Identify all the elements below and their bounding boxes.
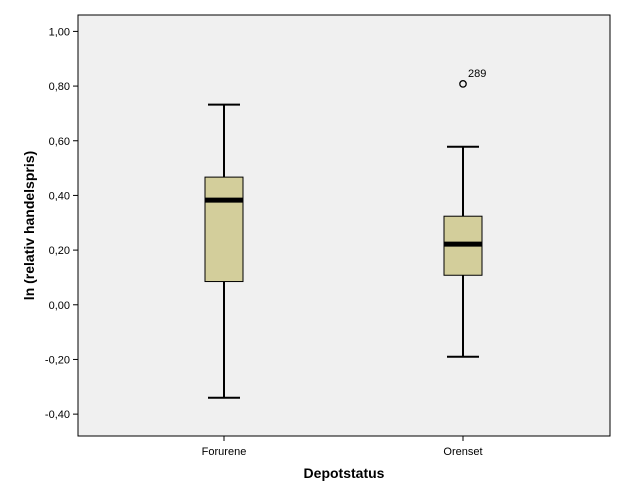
boxes-group: 289 xyxy=(204,68,486,399)
x-tick-label: Forurene xyxy=(202,446,247,458)
y-tick-label: 0,80 xyxy=(49,81,70,93)
y-tick-label: 1,00 xyxy=(49,26,70,38)
box-forurene xyxy=(204,103,244,399)
y-tick-label: 0,40 xyxy=(49,190,70,202)
outlier-label: 289 xyxy=(468,68,486,80)
x-tick-label: Orenset xyxy=(443,446,482,458)
y-tick-label: 0,00 xyxy=(49,300,70,312)
y-axis-title: ln (relativ handelspris) xyxy=(21,151,37,300)
y-tick-label: -0,40 xyxy=(45,409,70,421)
iqr-box xyxy=(204,176,244,283)
x-axis-ticks: Forurene Orenset xyxy=(202,436,483,458)
y-tick-label: 0,20 xyxy=(49,245,70,257)
box-orenset: 289 xyxy=(443,68,486,358)
plot-area xyxy=(77,14,611,437)
y-tick-label: -0,20 xyxy=(45,354,70,366)
y-axis-ticks: 1,00 0,80 0,60 0,40 0,20 0,00 -0,20 -0,40 xyxy=(45,26,78,421)
y-tick-label: 0,60 xyxy=(49,136,70,148)
outlier-point xyxy=(459,80,467,88)
x-axis-title: Depotstatus xyxy=(304,465,385,481)
